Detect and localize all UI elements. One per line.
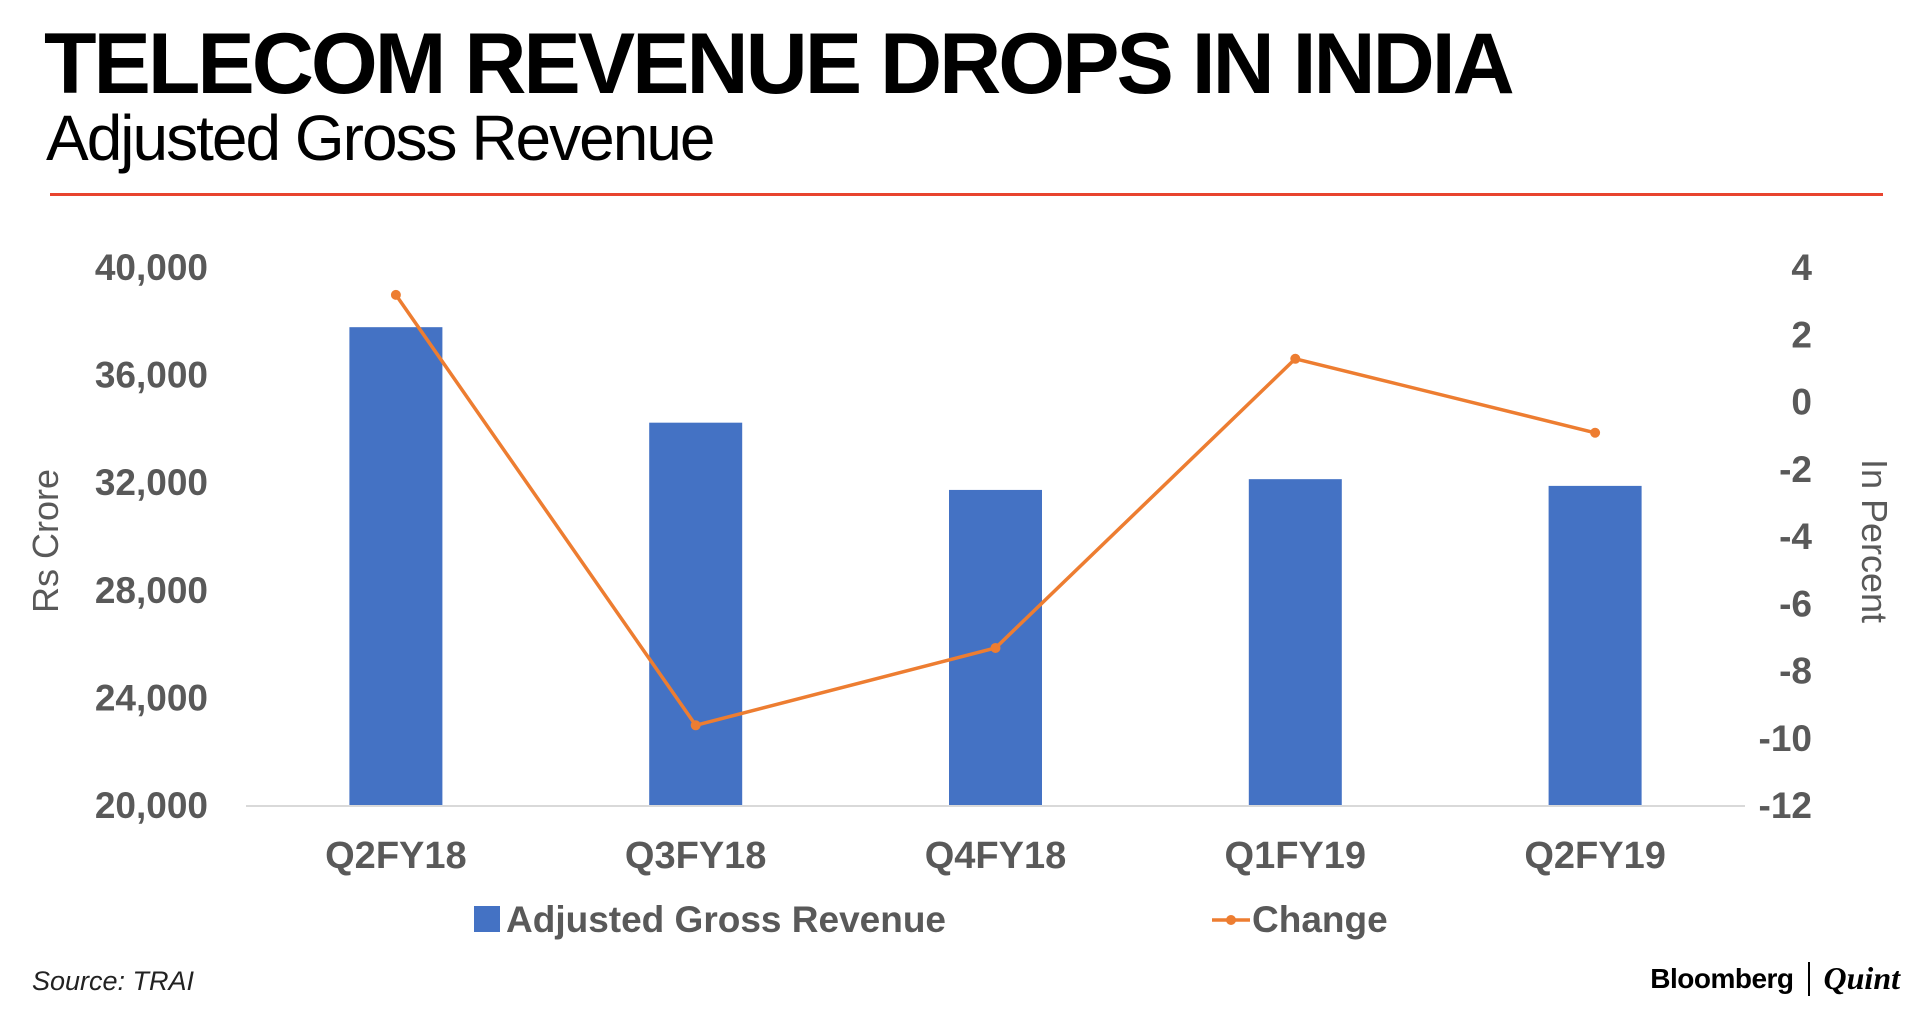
- title-divider: [50, 193, 1883, 196]
- line-series: [390, 289, 1601, 731]
- y2-tick-label: -10: [1759, 718, 1812, 759]
- legend-bar-label: Adjusted Gross Revenue: [506, 899, 946, 940]
- x-tick-label-q1fy19: Q1FY19: [1225, 835, 1367, 877]
- y2-tick-label: 0: [1791, 382, 1812, 423]
- y-axis-ticks: 20,000 24,000 28,000 32,000 36,000 40,000: [95, 247, 208, 826]
- y2-axis-ticks: -12 -10 -8 -6 -4 -2 0 2 4: [1759, 247, 1813, 826]
- brand-quint: Quint: [1823, 960, 1900, 996]
- chart-subtitle: Adjusted Gross Revenue: [46, 102, 715, 174]
- chart-title: TELECOM REVENUE DROPS IN INDIA: [44, 16, 1515, 112]
- y2-tick-label: 2: [1791, 314, 1812, 355]
- bar-q1fy19: [1248, 479, 1342, 806]
- bar-q2fy19: [1548, 485, 1642, 806]
- x-tick-label-q4fy18: Q4FY18: [925, 835, 1067, 877]
- change-point-q4fy18: [990, 642, 1001, 653]
- y-tick-label: 36,000: [95, 355, 208, 396]
- bar-series: [349, 327, 1642, 806]
- y2-tick-label: -8: [1779, 651, 1812, 692]
- y-tick-label: 32,000: [95, 462, 208, 503]
- brand-logo: Bloomberg Quint: [1650, 960, 1900, 997]
- y2-tick-label: -4: [1779, 516, 1812, 557]
- legend-line-marker: [1226, 915, 1236, 925]
- y2-axis-label: In Percent: [1854, 459, 1895, 623]
- y2-tick-label: -12: [1759, 785, 1812, 826]
- bar-q3fy18: [649, 422, 743, 806]
- legend-bar-swatch: [474, 906, 500, 932]
- x-tick-label-q2fy18: Q2FY18: [325, 835, 467, 877]
- y2-tick-label: -2: [1779, 449, 1812, 490]
- x-tick-label-q2fy19: Q2FY19: [1524, 835, 1666, 877]
- brand-bloomberg: Bloomberg: [1650, 962, 1794, 994]
- change-point-q2fy19: [1590, 427, 1601, 438]
- bar-q2fy18: [349, 327, 443, 806]
- brand-separator: [1807, 961, 1810, 996]
- y2-tick-label: 4: [1791, 247, 1812, 288]
- x-axis-ticks: Q2FY18 Q3FY18 Q4FY18 Q1FY19 Q2FY19: [325, 835, 1666, 877]
- y-tick-label: 20,000: [95, 785, 208, 826]
- y2-tick-label: -6: [1779, 583, 1812, 624]
- y-tick-label: 40,000: [95, 247, 208, 288]
- legend-line-label: Change: [1252, 899, 1388, 940]
- x-tick-label-q3fy18: Q3FY18: [625, 835, 767, 877]
- source-note: Source: TRAI: [32, 966, 195, 996]
- change-point-q1fy19: [1290, 353, 1301, 364]
- y-tick-label: 24,000: [95, 677, 208, 718]
- y-tick-label: 28,000: [95, 570, 208, 611]
- y-axis-label: Rs Crore: [25, 469, 66, 613]
- change-point-q2fy18: [390, 289, 401, 300]
- legend: Adjusted Gross Revenue Change: [474, 899, 1388, 940]
- change-point-q3fy18: [690, 720, 701, 731]
